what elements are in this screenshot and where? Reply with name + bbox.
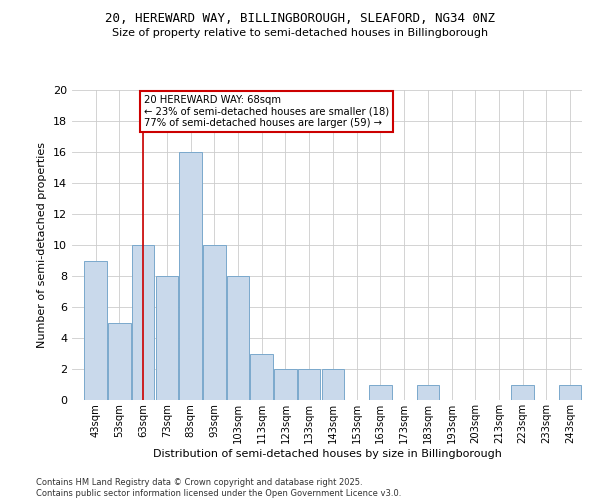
Bar <box>155 276 178 400</box>
Text: Contains HM Land Registry data © Crown copyright and database right 2025.
Contai: Contains HM Land Registry data © Crown c… <box>36 478 401 498</box>
Bar <box>203 245 226 400</box>
Bar <box>179 152 202 400</box>
Bar <box>85 260 107 400</box>
Y-axis label: Number of semi-detached properties: Number of semi-detached properties <box>37 142 47 348</box>
Bar <box>108 322 131 400</box>
Bar <box>416 384 439 400</box>
Bar <box>298 369 320 400</box>
Bar <box>251 354 273 400</box>
Text: Size of property relative to semi-detached houses in Billingborough: Size of property relative to semi-detach… <box>112 28 488 38</box>
Bar <box>227 276 250 400</box>
X-axis label: Distribution of semi-detached houses by size in Billingborough: Distribution of semi-detached houses by … <box>152 448 502 458</box>
Bar <box>369 384 392 400</box>
Bar <box>274 369 297 400</box>
Bar <box>559 384 581 400</box>
Text: 20 HEREWARD WAY: 68sqm
← 23% of semi-detached houses are smaller (18)
77% of sem: 20 HEREWARD WAY: 68sqm ← 23% of semi-det… <box>145 94 389 128</box>
Text: 20, HEREWARD WAY, BILLINGBOROUGH, SLEAFORD, NG34 0NZ: 20, HEREWARD WAY, BILLINGBOROUGH, SLEAFO… <box>105 12 495 26</box>
Bar <box>132 245 154 400</box>
Bar <box>511 384 534 400</box>
Bar <box>322 369 344 400</box>
